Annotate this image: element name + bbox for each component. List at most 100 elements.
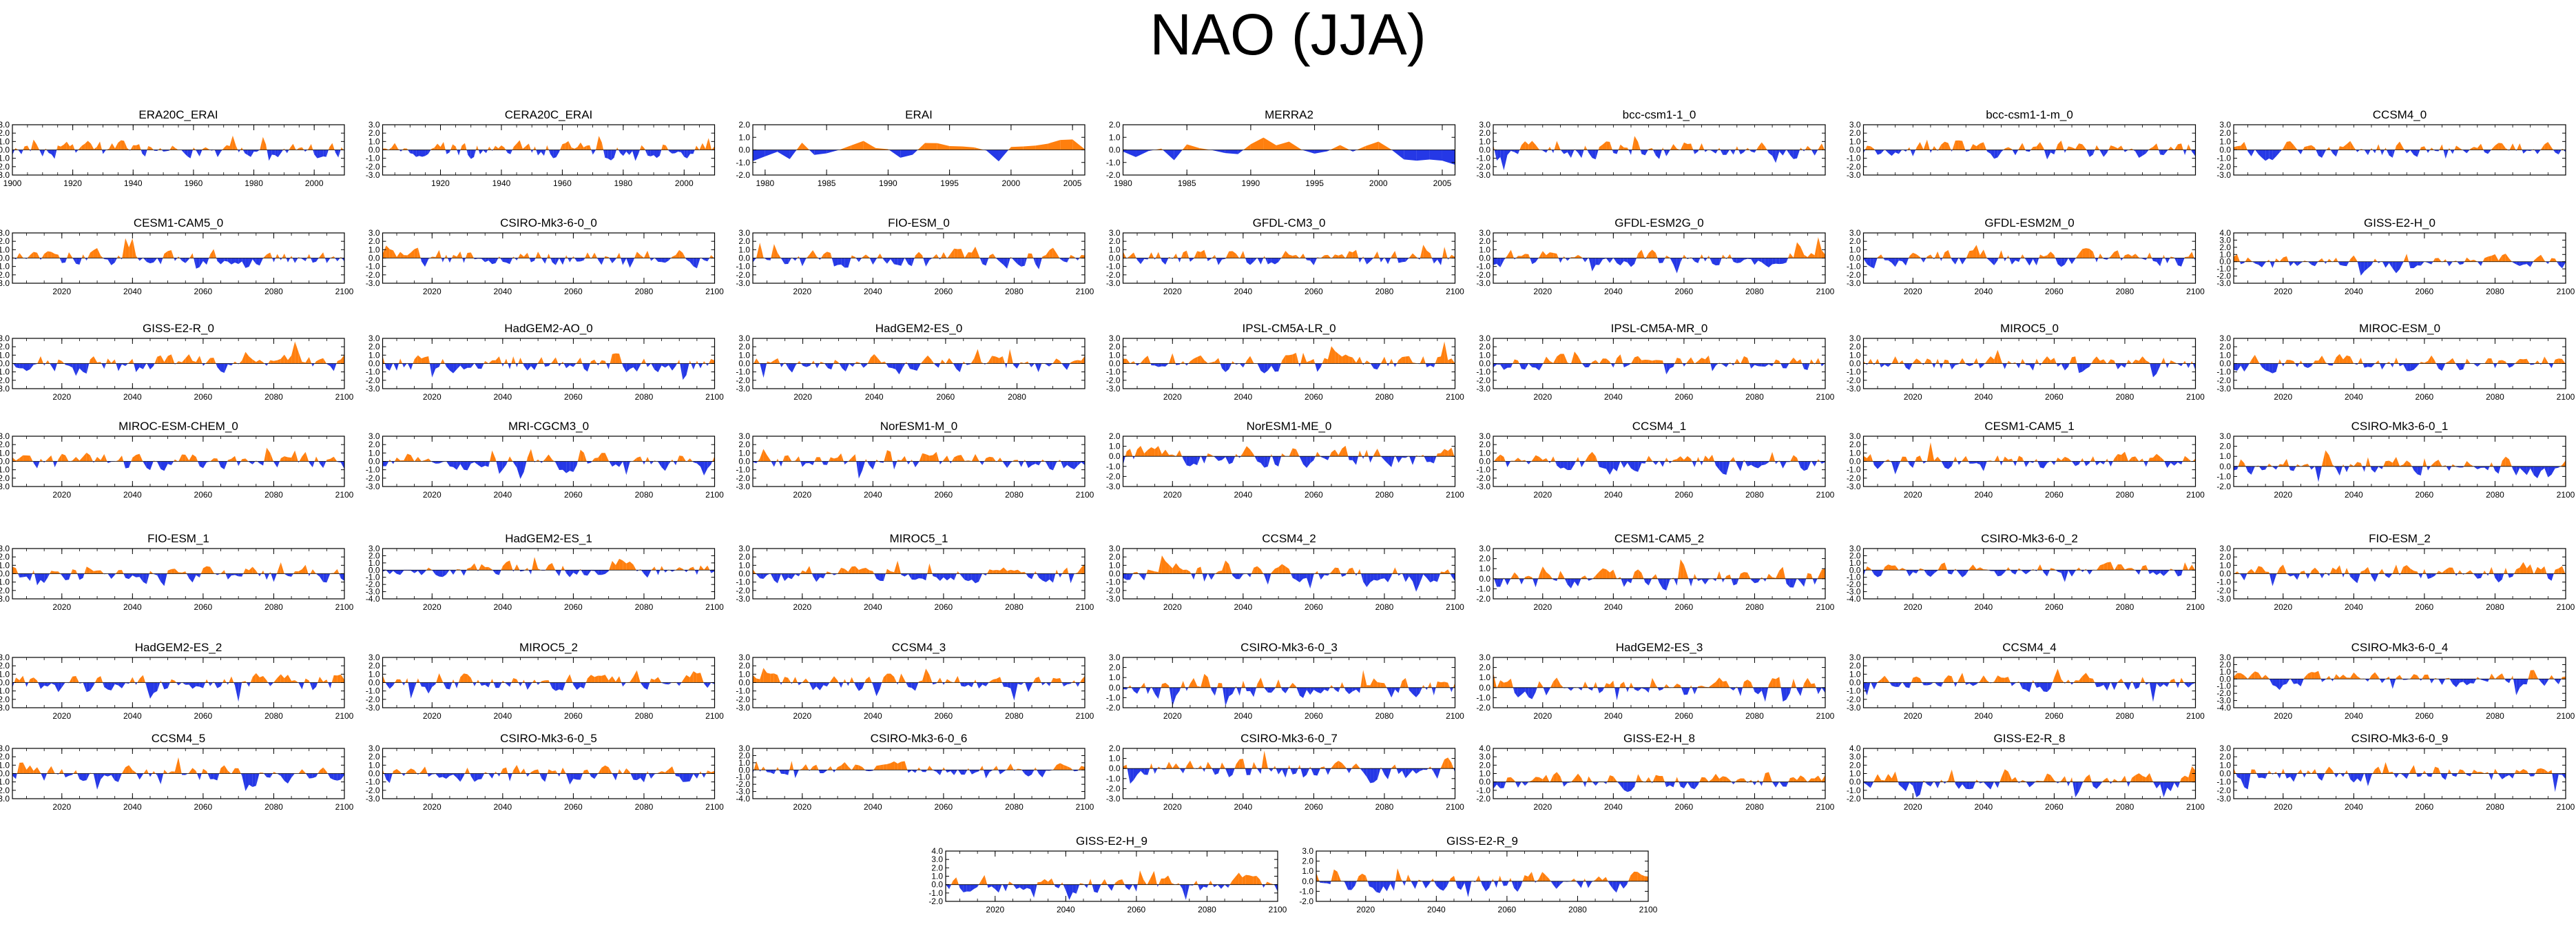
series-area [1310,456,1314,464]
series-area [1377,251,1380,258]
x-tick-label: 1940 [124,178,143,188]
series-area [2015,362,2016,364]
series-area [1602,358,1607,364]
series-area [612,461,616,467]
x-tick-label: 2060 [1305,392,1323,402]
series-area [2281,148,2283,150]
series-area [874,354,878,364]
series-area [1976,245,1980,258]
series-area [2322,150,2326,158]
y-tick-label: 1.0 [1479,350,1490,360]
series-area [1264,456,1268,468]
series-area [2544,260,2546,262]
series-area [129,238,133,258]
series-area [756,358,760,364]
series-area [178,454,183,462]
series-area [431,147,435,150]
x-tick-label: 2100 [1076,287,1094,296]
series-area [1493,258,1497,265]
series-area [2358,358,2361,364]
series-area [163,254,165,258]
series-area [89,359,90,364]
series-area [45,148,47,150]
series-area [922,453,926,462]
series-area [1433,456,1437,464]
series-area [1663,150,1667,156]
series-area [490,450,492,462]
series-area [2108,145,2111,150]
series-area [2549,258,2552,262]
series-area [1056,253,1060,258]
series-area [67,252,70,258]
y-tick-label: -1.0 [1847,367,1861,377]
series-area [142,150,145,157]
series-area [57,145,61,150]
series-area [169,145,173,150]
series-area [30,456,33,462]
series-area [189,354,193,364]
series-area [936,451,939,462]
series-area [2551,363,2554,369]
series-area [1144,449,1148,457]
series-area [64,363,65,365]
series-area [904,456,907,462]
series-area [689,258,694,267]
series-area [462,258,464,263]
series-area [926,258,930,267]
series-area [1719,147,1721,150]
series-area [164,461,168,471]
y-tick-label: 2.0 [1479,128,1490,138]
series-area [580,142,584,150]
series-area [429,363,433,378]
series-area [2290,261,2294,267]
series-area [658,461,662,468]
series-area [1614,358,1617,364]
series-area [185,258,189,263]
series-area [1870,258,1874,269]
series-area [127,147,129,150]
series-area [1873,258,1878,269]
series-area [2008,147,2012,150]
series-area [161,150,164,152]
series-area [1870,146,1874,150]
series-area [2392,261,2396,274]
series-area [1942,252,1945,258]
series-area [577,357,581,364]
series-area [286,258,288,263]
series-area [1754,150,1756,153]
series-area [121,258,122,260]
series-area [404,363,407,368]
series-area [1172,353,1176,364]
series-area [1976,358,1979,364]
series-area [1513,258,1515,260]
series-area [2376,144,2379,150]
series-area [2128,360,2132,364]
series-area [1747,258,1752,260]
y-tick-label: -2.0 [366,162,380,172]
series-area [520,461,524,480]
series-area [202,147,206,150]
series-area [863,141,876,150]
series-area [340,354,344,364]
series-area [457,363,461,369]
series-area [711,461,713,464]
series-area [984,458,986,462]
series-area [1591,362,1592,364]
series-area [1386,363,1389,367]
series-area [2537,254,2542,262]
series-area [2168,146,2171,150]
series-area [104,453,107,462]
series-area [1147,258,1149,260]
series-area [1081,461,1085,465]
series-area [2015,258,2019,263]
series-area [1994,349,1998,364]
series-area [711,146,715,150]
series-area [1751,150,1755,153]
series-area [118,456,122,462]
series-area [1730,150,1734,155]
series-area [1973,144,1977,150]
series-area [882,258,884,260]
series-area [1349,356,1353,364]
series-area [1327,254,1331,258]
